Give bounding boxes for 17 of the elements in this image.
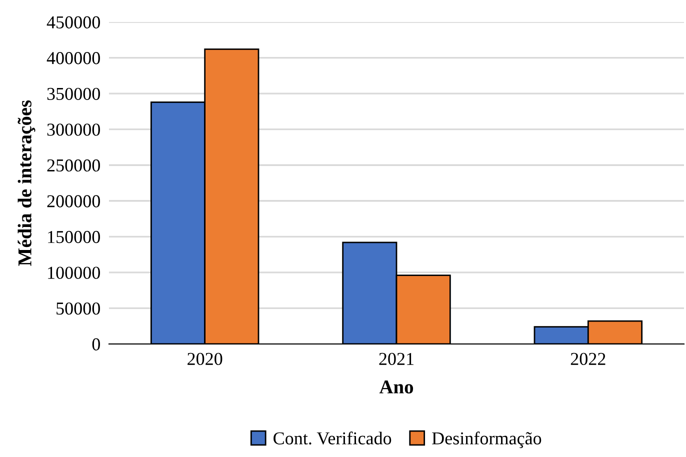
legend-label: Cont. Verificado [274, 432, 392, 445]
y-tick-label: 350000 [47, 88, 100, 100]
y-tick-label: 100000 [48, 266, 100, 279]
x-tick-label: 2021 [379, 352, 414, 366]
x-tick-label: 2022 [570, 352, 606, 366]
y-tick-label: 0 [92, 338, 100, 350]
y-tick-label: 400000 [46, 52, 100, 64]
y-axis-title: Média de interações [18, 100, 36, 266]
y-tick-label: 450000 [46, 16, 100, 28]
legend-label: Desinformação [432, 432, 542, 448]
y-tick-label: 250000 [47, 159, 100, 172]
y-tick-label: 150000 [48, 230, 100, 244]
y-tick-label: 50000 [56, 302, 100, 315]
x-tick-label: 2020 [188, 352, 222, 366]
y-tick-label: 200000 [47, 195, 100, 208]
x-axis-title: Ano [379, 380, 414, 394]
y-tick-label: 300000 [47, 124, 100, 136]
